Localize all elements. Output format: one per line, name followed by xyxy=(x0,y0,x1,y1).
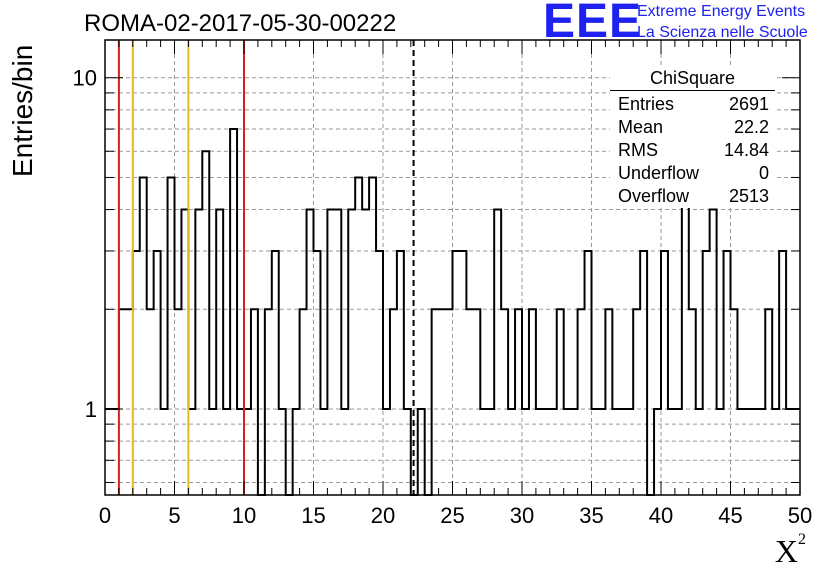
x-tick-label: 40 xyxy=(649,503,673,528)
histogram-bin xyxy=(126,309,133,495)
logo-line-2: La Scienza nelle Scuole xyxy=(637,24,808,41)
histogram-bin xyxy=(585,251,592,495)
x-tick-label: 30 xyxy=(510,503,534,528)
histogram-bin xyxy=(147,309,154,495)
ticks: 0 5 10 15 20 25 30 35 40 45 50 1 10 xyxy=(73,40,812,528)
stats-key: Underflow xyxy=(618,163,700,183)
histogram-bin xyxy=(327,210,334,495)
histogram-bin xyxy=(689,309,696,495)
stats-title: ChiSquare xyxy=(610,66,775,91)
y-tick-label: 10 xyxy=(73,66,97,91)
histogram-bin xyxy=(195,210,202,495)
histogram-bin xyxy=(230,129,237,495)
histogram-bin xyxy=(362,210,369,495)
chart-title: ROMA-02-2017-05-30-00222 xyxy=(84,10,397,37)
histogram-bin xyxy=(397,251,404,495)
stats-value: 0 xyxy=(758,163,769,183)
histogram-bin xyxy=(439,309,446,495)
histogram-bin xyxy=(765,309,772,495)
stats-key: RMS xyxy=(618,140,658,160)
stats-row-mean: Mean 22.2 xyxy=(610,116,775,139)
histogram-bin xyxy=(355,177,362,495)
histogram-bin xyxy=(216,210,223,495)
histogram-bin xyxy=(390,309,397,495)
histogram-bin xyxy=(640,251,647,495)
histogram-bin xyxy=(376,251,383,495)
histogram-bin xyxy=(154,251,161,495)
reference-lines xyxy=(117,40,415,495)
histogram-bin xyxy=(731,309,738,495)
histogram-bin xyxy=(265,309,272,495)
histogram-bin xyxy=(557,309,564,495)
histogram-bin xyxy=(578,309,585,495)
x-tick-label: 45 xyxy=(718,503,742,528)
histogram-bin xyxy=(494,210,501,495)
stats-value: 2513 xyxy=(728,186,769,206)
x-tick-label: 5 xyxy=(168,503,180,528)
stats-key: Mean xyxy=(618,117,664,137)
histogram-bin xyxy=(168,177,175,495)
histogram-bin xyxy=(133,251,140,495)
histogram-bin xyxy=(446,309,453,495)
histogram-bin xyxy=(466,309,473,495)
x-tick-label: 0 xyxy=(99,503,111,528)
histogram-bin xyxy=(605,309,612,495)
stats-row-underflow: Underflow 0 xyxy=(610,162,775,185)
histogram-bin xyxy=(710,210,717,495)
histogram-bin xyxy=(529,309,536,495)
histogram-bin xyxy=(501,309,508,495)
stats-key: Overflow xyxy=(618,186,690,206)
x-tick-label: 20 xyxy=(371,503,395,528)
histogram-bin xyxy=(314,251,321,495)
histogram-bin xyxy=(369,177,376,495)
histogram-bin xyxy=(202,151,209,495)
stats-value: 14.84 xyxy=(723,140,769,160)
histogram-bin xyxy=(432,309,439,495)
logo-line-1: Extreme Energy Events xyxy=(637,3,806,20)
x-tick-label: 50 xyxy=(788,503,812,528)
stats-value: 22.2 xyxy=(733,117,769,137)
histogram-bin xyxy=(724,251,731,495)
histogram-bin xyxy=(633,309,640,495)
y-tick-label: 1 xyxy=(85,397,97,422)
x-axis-label: X2 xyxy=(774,531,806,569)
histogram-bin xyxy=(181,210,188,495)
stats-box: ChiSquare Entries 2691 Mean 22.2 RMS 14.… xyxy=(610,66,775,208)
histogram-bin xyxy=(272,251,279,495)
x-tick-label: 25 xyxy=(440,503,464,528)
histogram-bin xyxy=(251,309,258,495)
x-tick-label: 15 xyxy=(301,503,325,528)
histogram-bin xyxy=(334,210,341,495)
stats-key: Entries xyxy=(618,94,675,114)
x-tick-label: 35 xyxy=(579,503,603,528)
histogram-bin xyxy=(119,309,126,495)
x-tick-label: 10 xyxy=(232,503,256,528)
histogram-bin xyxy=(459,251,466,495)
histogram-bin xyxy=(140,177,147,495)
histogram-bin xyxy=(453,251,460,495)
histogram-bin xyxy=(348,210,355,495)
histogram xyxy=(105,128,800,496)
histogram-bin xyxy=(703,251,710,495)
histogram-bin xyxy=(515,309,522,495)
y-axis-label: Entries/bin xyxy=(7,44,38,177)
stats-row-overflow: Overflow 2513 xyxy=(610,185,775,208)
histogram-bin xyxy=(307,210,314,495)
histogram-bin xyxy=(300,309,307,495)
histogram-bin xyxy=(473,309,480,495)
eee-logo: EEE Extreme Energy Events La Scienza nel… xyxy=(543,0,833,48)
histogram-outline xyxy=(105,128,800,496)
stats-row-entries: Entries 2691 xyxy=(610,93,775,116)
stats-value: 2691 xyxy=(728,94,769,114)
logo-mark: EEE xyxy=(543,0,643,48)
histogram-bin xyxy=(661,251,668,495)
stats-row-rms: RMS 14.84 xyxy=(610,139,775,162)
histogram-bin xyxy=(779,251,786,495)
histogram-bin xyxy=(175,309,182,495)
